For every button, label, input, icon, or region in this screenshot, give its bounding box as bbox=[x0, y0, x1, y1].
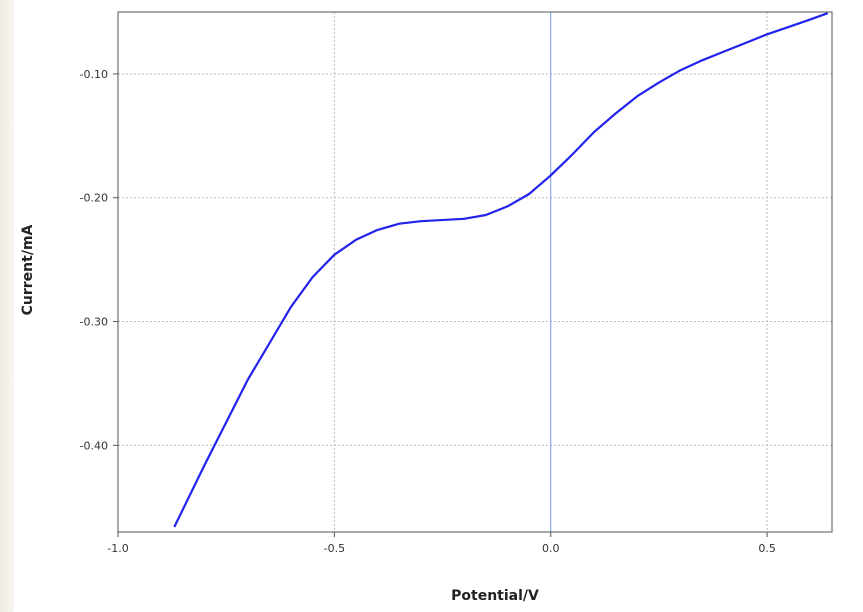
x-tick-label: 0.0 bbox=[542, 542, 560, 555]
x-tick-label: -1.0 bbox=[107, 542, 128, 555]
y-tick-label: -0.40 bbox=[80, 439, 108, 452]
left-edge-decoration bbox=[0, 0, 14, 612]
y-tick-label: -0.30 bbox=[80, 316, 108, 329]
y-tick-label: -0.10 bbox=[80, 68, 108, 81]
y-axis-title: Current/mA bbox=[20, 224, 36, 315]
y-tick-label: -0.20 bbox=[80, 192, 108, 205]
ticks: -1.0 -0.5 0.0 0.5 -0.10 -0.20 -0.30 -0.40 bbox=[80, 68, 776, 555]
grid-layer bbox=[117, 12, 832, 532]
series-line bbox=[173, 12, 829, 528]
x-tick-label: -0.5 bbox=[324, 542, 345, 555]
plot-frame bbox=[117, 11, 833, 533]
x-axis-title: Potential/V bbox=[451, 588, 539, 604]
x-tick-label: 0.5 bbox=[758, 542, 776, 555]
